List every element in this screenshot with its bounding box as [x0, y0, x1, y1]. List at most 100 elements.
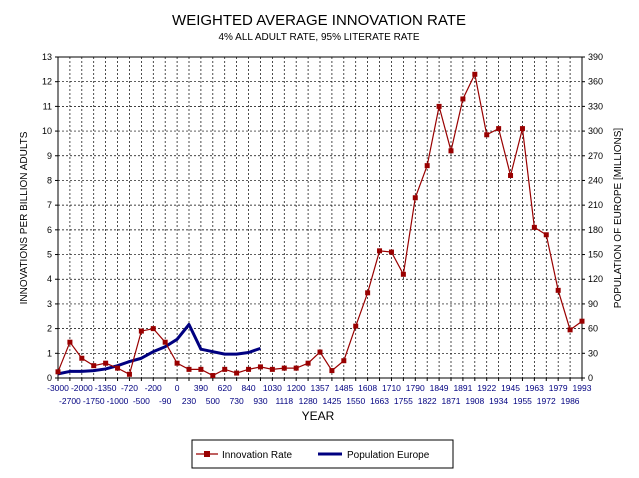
innovation-point: [103, 360, 109, 366]
x-tick-label: 1822: [418, 396, 437, 406]
right-tick-label: 390: [588, 52, 603, 62]
innovation-point: [448, 148, 454, 154]
innovation-point: [91, 363, 97, 369]
innovation-point: [174, 360, 180, 366]
right-tick-label: 180: [588, 225, 603, 235]
legend: Innovation Rate Population Europe: [191, 439, 454, 469]
innovation-point: [579, 318, 585, 324]
right-tick-label: 30: [588, 348, 598, 358]
innovation-point: [496, 126, 502, 132]
left-tick-label: 9: [47, 151, 52, 161]
left-axis-label: INNOVATIONS PER BILLION ADULTS: [19, 131, 30, 304]
right-tick-label: 330: [588, 101, 603, 111]
innovation-point: [388, 249, 394, 255]
chart-title: WEIGHTED AVERAGE INNOVATION RATE: [172, 12, 466, 29]
innovation-point: [115, 365, 121, 371]
grid: [58, 57, 582, 378]
innovation-point: [555, 287, 561, 293]
right-tick-label: 60: [588, 324, 598, 334]
innovation-point: [484, 132, 490, 138]
right-tick-label: 300: [588, 126, 603, 136]
right-axis-label: POPULATION OF EUROPE [MILLIONS]: [613, 128, 624, 309]
innovation-point: [222, 366, 228, 372]
innovation-point: [412, 195, 418, 201]
innovation-point: [269, 366, 275, 372]
x-tick-label: 1357: [311, 383, 330, 393]
innovation-point: [508, 173, 514, 179]
innovation-point: [341, 358, 347, 364]
right-tick-label: 90: [588, 299, 598, 309]
x-tick-label: 1485: [334, 383, 353, 393]
innovation-point: [257, 364, 263, 370]
series-layer: [55, 71, 585, 379]
innovation-point: [138, 328, 144, 334]
series-population-line: [57, 323, 261, 376]
x-tick-label: 1200: [287, 383, 306, 393]
innovation-point: [400, 271, 406, 277]
right-tick-label: 240: [588, 175, 603, 185]
chart-subtitle: 4% ALL ADULT RATE, 95% LITERATE RATE: [219, 32, 420, 43]
innovation-point: [329, 368, 335, 374]
x-axis-label: YEAR: [302, 409, 335, 423]
innovation-point: [543, 232, 549, 238]
left-tick-label: 5: [47, 250, 52, 260]
x-tick-label: 1993: [573, 383, 592, 393]
x-tick-label: -3000: [47, 383, 69, 393]
legend-innovation-marker: [204, 451, 210, 457]
x-tick-label: 840: [241, 383, 255, 393]
x-tick-label: 1979: [549, 383, 568, 393]
x-tick-label: 1790: [406, 383, 425, 393]
innovation-point: [79, 355, 85, 361]
left-tick-label: 10: [42, 126, 52, 136]
x-tick-label: 1425: [322, 396, 341, 406]
innovation-point: [305, 360, 311, 366]
innovation-point: [55, 369, 61, 375]
right-tick-label: 270: [588, 151, 603, 161]
innovation-point: [567, 327, 573, 333]
left-tick-label: 8: [47, 175, 52, 185]
x-tick-label: 1030: [263, 383, 282, 393]
innovation-point: [198, 366, 204, 372]
x-tick-label: -2700: [59, 396, 81, 406]
x-tick-label: 1550: [346, 396, 365, 406]
innovation-point: [531, 224, 537, 230]
x-tick-label: 930: [253, 396, 267, 406]
x-tick-label: 1849: [430, 383, 449, 393]
x-tick-label: -200: [145, 383, 162, 393]
x-tick-label: 1663: [370, 396, 389, 406]
left-tick-label: 3: [47, 299, 52, 309]
x-tick-label: -1750: [83, 396, 105, 406]
innovation-point: [365, 290, 371, 296]
left-tick-label: 6: [47, 225, 52, 235]
right-tick-label: 0: [588, 373, 593, 383]
x-tick-label: 1118: [275, 396, 293, 406]
innovation-point: [246, 366, 252, 372]
innovation-point: [67, 339, 73, 345]
x-tick-label: 1955: [513, 396, 532, 406]
innovation-point: [126, 371, 132, 377]
x-tick-label: 1755: [394, 396, 413, 406]
innovation-point: [317, 349, 323, 355]
x-tick-label: 230: [182, 396, 196, 406]
x-tick-label: 1986: [561, 396, 580, 406]
left-tick-label: 1: [47, 348, 52, 358]
x-tick-label: -500: [133, 396, 150, 406]
x-tick-label: 620: [218, 383, 232, 393]
x-tick-label: 730: [230, 396, 244, 406]
x-tick-label: 1871: [442, 396, 461, 406]
innovation-point: [293, 365, 299, 371]
x-tick-label: -720: [121, 383, 138, 393]
x-tick-label: -1000: [107, 396, 129, 406]
innovation-point: [162, 339, 168, 345]
innovation-point: [460, 96, 466, 102]
x-tick-label: -1350: [95, 383, 117, 393]
innovation-point: [436, 103, 442, 109]
innovation-point: [186, 366, 192, 372]
x-tick-label: -2000: [71, 383, 93, 393]
x-tick-label: 390: [194, 383, 208, 393]
x-tick-label: 1891: [453, 383, 472, 393]
x-tick-label: 1608: [358, 383, 377, 393]
x-tick-label: 1972: [537, 396, 556, 406]
innovation-point: [377, 248, 383, 254]
